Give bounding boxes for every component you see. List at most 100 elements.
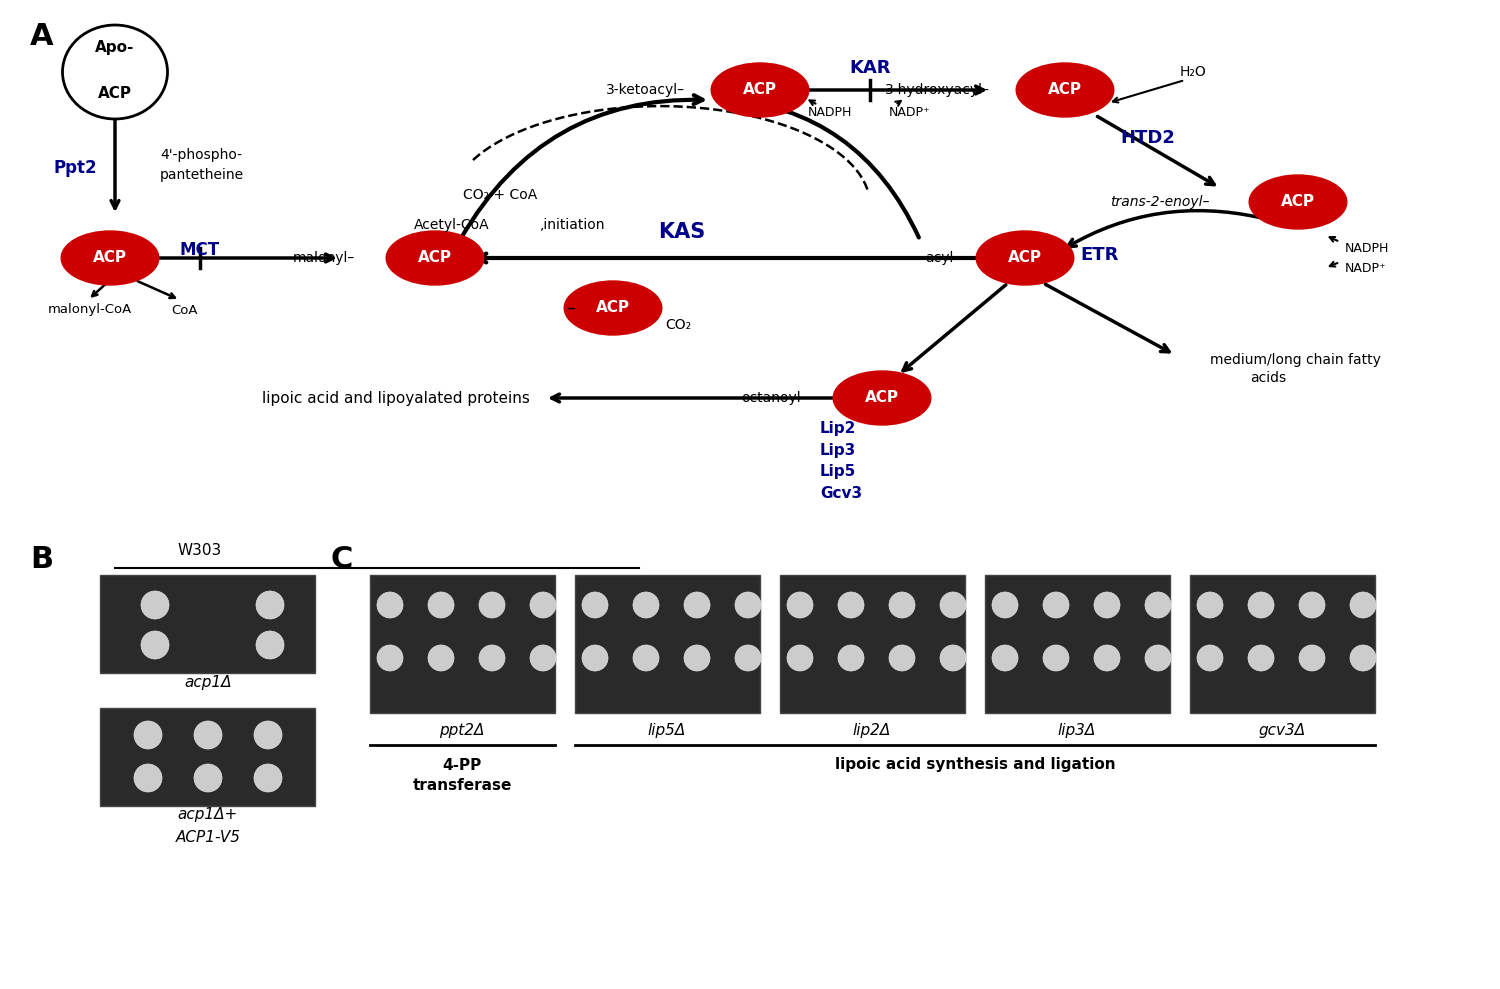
- Ellipse shape: [735, 592, 760, 618]
- Ellipse shape: [63, 25, 168, 119]
- FancyBboxPatch shape: [986, 575, 1170, 713]
- Text: CoA: CoA: [171, 304, 198, 316]
- Ellipse shape: [478, 592, 506, 618]
- Text: B: B: [30, 545, 52, 574]
- Ellipse shape: [839, 645, 864, 671]
- Text: malonyl–: malonyl–: [292, 251, 356, 265]
- Ellipse shape: [427, 645, 454, 671]
- Text: acp1Δ: acp1Δ: [184, 674, 231, 689]
- Ellipse shape: [60, 230, 159, 286]
- FancyBboxPatch shape: [1190, 575, 1376, 713]
- Ellipse shape: [564, 280, 663, 335]
- Text: Ppt2: Ppt2: [53, 159, 98, 177]
- Ellipse shape: [141, 591, 170, 619]
- Text: trans-2-enoyl–: trans-2-enoyl–: [1110, 195, 1210, 209]
- Text: Lip5: Lip5: [821, 465, 856, 480]
- Ellipse shape: [1299, 592, 1324, 618]
- Text: C: C: [330, 545, 352, 574]
- Ellipse shape: [1144, 645, 1172, 671]
- Text: NADPH: NADPH: [1346, 241, 1389, 254]
- Ellipse shape: [427, 592, 454, 618]
- Text: lipoic acid and lipoyalated proteins: lipoic acid and lipoyalated proteins: [262, 391, 530, 405]
- Text: CO₂ + CoA: CO₂ + CoA: [464, 188, 537, 202]
- Text: CO₂: CO₂: [664, 318, 692, 332]
- Text: acyl–: acyl–: [924, 251, 960, 265]
- Text: ,initiation: ,initiation: [540, 218, 606, 232]
- Text: Apo-: Apo-: [96, 40, 135, 54]
- Ellipse shape: [992, 645, 1018, 671]
- Ellipse shape: [1299, 645, 1324, 671]
- FancyBboxPatch shape: [100, 575, 315, 673]
- Text: 3-hydroxyacyl–: 3-hydroxyacyl–: [885, 83, 990, 97]
- Text: malonyl-CoA: malonyl-CoA: [48, 304, 132, 316]
- Text: lip2Δ: lip2Δ: [853, 724, 891, 739]
- Ellipse shape: [788, 645, 813, 671]
- Ellipse shape: [1248, 645, 1274, 671]
- Ellipse shape: [890, 592, 915, 618]
- Text: MCT: MCT: [180, 241, 220, 259]
- Ellipse shape: [1248, 592, 1274, 618]
- Text: 3-ketoacyl–: 3-ketoacyl–: [606, 83, 686, 97]
- Ellipse shape: [684, 645, 709, 671]
- Text: ACP: ACP: [1008, 250, 1042, 265]
- Ellipse shape: [256, 591, 284, 619]
- Ellipse shape: [1042, 592, 1070, 618]
- Text: Acetyl-CoA: Acetyl-CoA: [414, 218, 491, 232]
- Ellipse shape: [992, 592, 1018, 618]
- Ellipse shape: [1094, 645, 1120, 671]
- Ellipse shape: [478, 645, 506, 671]
- Ellipse shape: [1350, 645, 1376, 671]
- Text: ACP1-V5: ACP1-V5: [176, 831, 240, 846]
- Ellipse shape: [1248, 174, 1347, 229]
- Text: ACP: ACP: [1048, 82, 1082, 98]
- Text: ACP: ACP: [742, 82, 777, 98]
- Ellipse shape: [1094, 592, 1120, 618]
- Text: HTD2: HTD2: [1120, 129, 1176, 147]
- Text: pantetheine: pantetheine: [160, 168, 244, 182]
- Ellipse shape: [256, 631, 284, 659]
- Ellipse shape: [376, 645, 404, 671]
- Ellipse shape: [839, 592, 864, 618]
- Text: medium/long chain fatty: medium/long chain fatty: [1210, 353, 1382, 367]
- Ellipse shape: [940, 592, 966, 618]
- Ellipse shape: [134, 721, 162, 749]
- Text: KAS: KAS: [658, 222, 705, 242]
- Ellipse shape: [1144, 592, 1172, 618]
- Text: ACP: ACP: [93, 250, 128, 265]
- Ellipse shape: [788, 592, 813, 618]
- Ellipse shape: [141, 631, 170, 659]
- Ellipse shape: [633, 592, 658, 618]
- FancyBboxPatch shape: [370, 575, 555, 713]
- Text: lip3Δ: lip3Δ: [1058, 724, 1096, 739]
- Text: ppt2Δ: ppt2Δ: [440, 724, 485, 739]
- Ellipse shape: [890, 645, 915, 671]
- Ellipse shape: [530, 645, 556, 671]
- Text: ACP: ACP: [419, 250, 452, 265]
- Ellipse shape: [194, 764, 222, 792]
- Ellipse shape: [1197, 592, 1222, 618]
- Ellipse shape: [1350, 592, 1376, 618]
- FancyBboxPatch shape: [780, 575, 964, 713]
- Text: NADPH: NADPH: [808, 106, 852, 119]
- FancyBboxPatch shape: [100, 708, 315, 806]
- Ellipse shape: [386, 230, 484, 286]
- Text: KAR: KAR: [849, 59, 891, 77]
- Ellipse shape: [582, 592, 608, 618]
- Ellipse shape: [194, 721, 222, 749]
- Ellipse shape: [582, 645, 608, 671]
- Text: ACP: ACP: [1281, 195, 1316, 210]
- Text: Lip3: Lip3: [821, 442, 856, 458]
- Text: A: A: [30, 22, 54, 51]
- Ellipse shape: [134, 764, 162, 792]
- Ellipse shape: [376, 592, 404, 618]
- Text: gcv3Δ: gcv3Δ: [1258, 724, 1305, 739]
- Ellipse shape: [1042, 645, 1070, 671]
- Ellipse shape: [735, 645, 760, 671]
- Text: ACP: ACP: [98, 86, 132, 101]
- Text: ETR: ETR: [1082, 246, 1119, 264]
- Text: Gcv3: Gcv3: [821, 487, 862, 501]
- Text: lip5Δ: lip5Δ: [648, 724, 686, 739]
- Ellipse shape: [833, 370, 932, 425]
- Text: acp1Δ+: acp1Δ+: [178, 807, 238, 823]
- Ellipse shape: [684, 592, 709, 618]
